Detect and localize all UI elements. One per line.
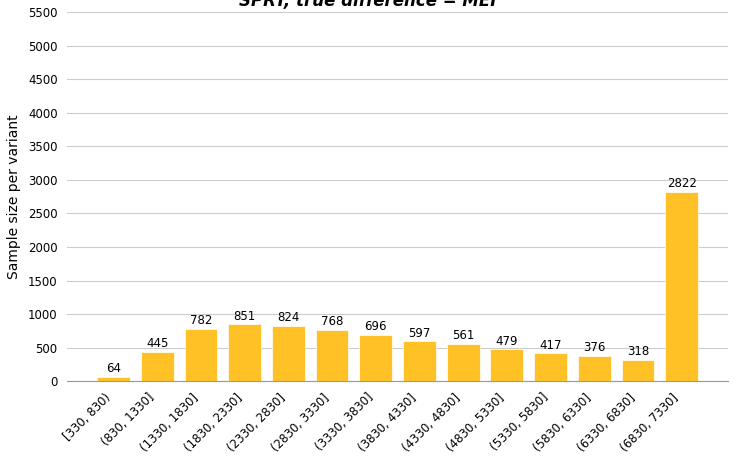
Bar [447,344,479,381]
Bar [665,192,698,381]
Text: 64: 64 [106,362,121,375]
Y-axis label: Sample size per variant: Sample size per variant [7,114,21,279]
Text: 376: 376 [583,342,606,355]
Bar [534,354,567,381]
Bar [97,377,130,381]
Text: 2822: 2822 [667,177,697,190]
Bar [578,356,611,381]
Text: 417: 417 [539,339,562,352]
Text: 768: 768 [321,315,343,328]
Bar [184,329,218,381]
Text: 782: 782 [190,314,212,327]
Bar [622,360,654,381]
Text: 479: 479 [495,335,518,348]
Text: 696: 696 [365,320,387,333]
Bar [316,330,348,381]
Text: 445: 445 [146,337,168,350]
Bar [490,349,523,381]
Text: 561: 561 [452,329,474,342]
Text: 851: 851 [234,309,256,323]
Text: 318: 318 [627,345,649,358]
Bar [403,341,436,381]
Text: 824: 824 [277,311,300,325]
Bar [272,326,305,381]
Bar [229,324,261,381]
Bar [141,351,173,381]
Text: SPRT, true difference = MEI: SPRT, true difference = MEI [239,0,496,10]
Text: 597: 597 [409,327,431,340]
Bar [359,335,392,381]
